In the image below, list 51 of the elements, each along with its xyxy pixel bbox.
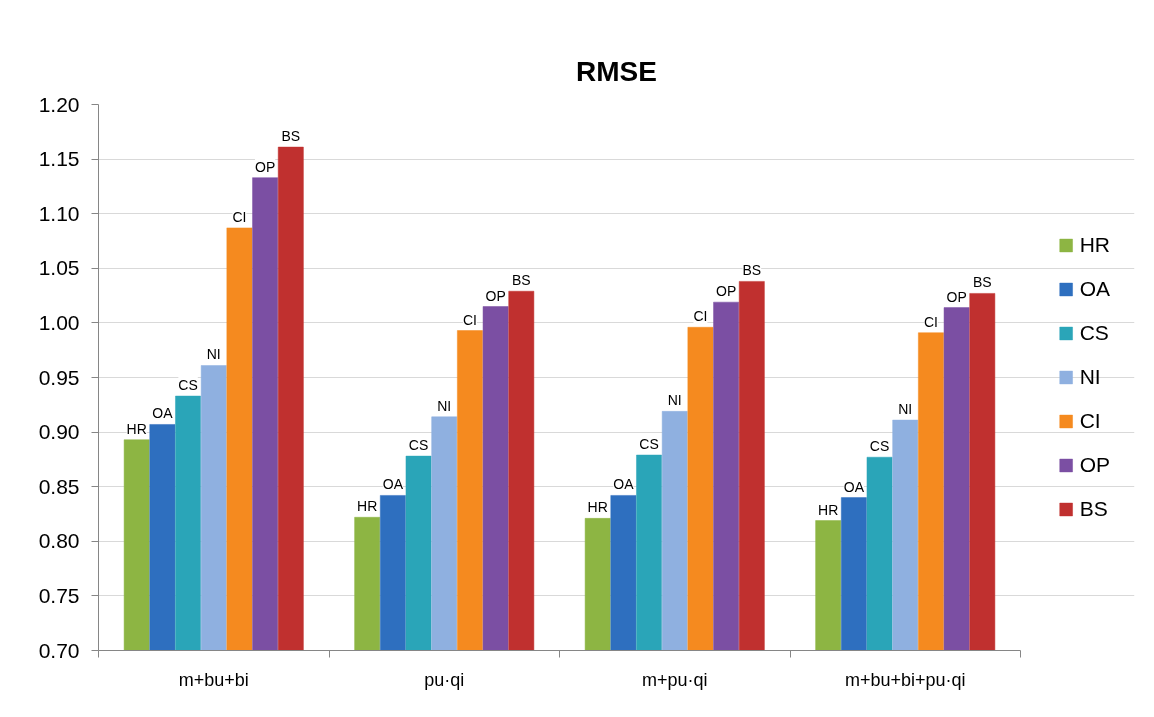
- data-label: NI: [667, 392, 682, 409]
- data-label: CS: [408, 437, 429, 454]
- data-label: CS: [639, 436, 659, 453]
- data-label: NI: [898, 401, 913, 418]
- legend-label: CI: [1079, 409, 1101, 433]
- data-label: HR: [818, 501, 839, 518]
- data-label: CS: [869, 438, 890, 455]
- chart-title: RMSE: [576, 55, 657, 87]
- data-label: HR: [587, 499, 608, 516]
- y-tick-label: 0.75: [38, 583, 80, 607]
- data-label: BS: [511, 272, 531, 289]
- data-label: BS: [281, 128, 301, 145]
- data-label: OP: [946, 288, 967, 305]
- y-tick-label: 0.80: [38, 529, 80, 553]
- y-tick-label: 0.70: [38, 638, 80, 662]
- y-tick-label: 0.95: [38, 365, 80, 389]
- data-label: CI: [462, 311, 477, 328]
- data-label: BS: [972, 274, 992, 291]
- x-tick-label: m+bu+bi: [178, 669, 249, 690]
- data-label: OP: [716, 283, 737, 300]
- data-label: OA: [613, 476, 635, 493]
- data-label: OA: [843, 478, 865, 495]
- y-tick-label: 0.90: [38, 420, 80, 444]
- x-tick-label: m+pu·qi: [641, 669, 708, 690]
- data-label: OP: [485, 287, 506, 304]
- data-label: CI: [693, 308, 708, 325]
- data-label: OA: [152, 405, 174, 422]
- y-tick-label: 1.15: [38, 147, 80, 171]
- legend-label: HR: [1079, 233, 1110, 257]
- data-label: HR: [126, 420, 147, 437]
- legend-label: BS: [1079, 497, 1108, 521]
- legend-label: OA: [1079, 277, 1110, 301]
- data-label: OP: [255, 158, 276, 175]
- data-label: NI: [437, 397, 452, 414]
- data-label: NI: [206, 346, 221, 363]
- y-tick-label: 1.05: [38, 256, 80, 280]
- data-label: HR: [357, 498, 378, 515]
- legend-label: NI: [1079, 365, 1101, 389]
- x-tick-label: pu·qi: [424, 669, 465, 690]
- data-label: BS: [742, 262, 762, 279]
- y-tick-label: 0.85: [38, 474, 80, 498]
- data-label: CS: [178, 377, 198, 394]
- data-label: CI: [923, 313, 938, 330]
- legend-label: OP: [1079, 453, 1110, 477]
- legend-label: CS: [1079, 321, 1109, 345]
- y-tick-label: 1.00: [38, 310, 80, 334]
- y-tick-label: 1.20: [38, 92, 80, 116]
- data-label: CI: [232, 208, 247, 225]
- x-tick-label: m+bu+bi+pu·qi: [844, 669, 966, 690]
- y-tick-label: 1.10: [38, 201, 80, 225]
- data-label: OA: [382, 476, 404, 493]
